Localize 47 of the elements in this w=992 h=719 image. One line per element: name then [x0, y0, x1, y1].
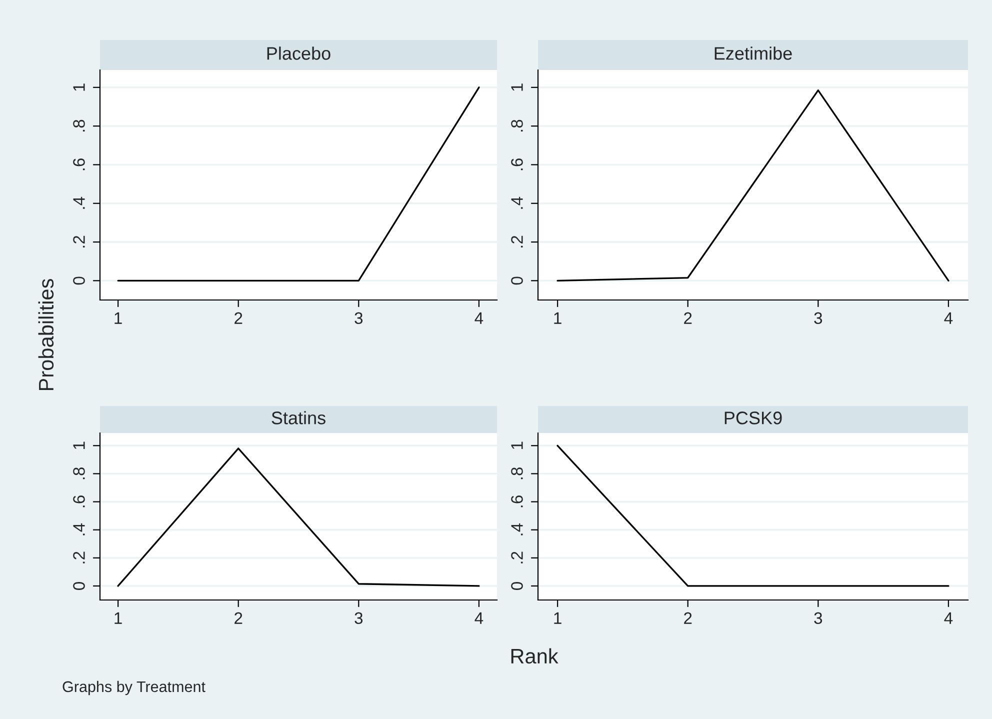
y-tick-label: 0 [511, 276, 523, 285]
y-tick-label: .6 [511, 158, 523, 170]
y-tick-label: .2 [511, 552, 523, 564]
y-tick-label: 1 [511, 442, 523, 449]
y-tick-label: .2 [73, 236, 85, 248]
y-tick-label: .8 [73, 467, 85, 480]
x-tick-label: 4 [944, 312, 953, 324]
chart-title: PCSK9 [724, 412, 782, 424]
x-tick-label: 2 [234, 612, 242, 624]
y-tick-label: .2 [511, 236, 523, 248]
y-tick-label: 0 [73, 582, 85, 590]
y-tick-label: .6 [73, 158, 85, 170]
y-tick-label: 0 [73, 276, 85, 285]
y-tick-label: 0 [511, 582, 523, 590]
chart-title: Placebo [267, 46, 330, 60]
x-tick-label: 2 [684, 312, 692, 324]
y-tick-label: .8 [511, 467, 523, 480]
y-tick-label: .2 [73, 552, 85, 564]
y-tick-label: .8 [73, 120, 85, 132]
x-tick-label: 1 [554, 612, 562, 624]
chart-title: Ezetimibe [714, 46, 792, 60]
x-tick-label: 3 [814, 612, 822, 624]
chart-title: Statins [272, 411, 326, 424]
y-tick-label: 1 [73, 442, 85, 449]
x-tick-label: 3 [354, 612, 363, 624]
x-tick-label: 1 [554, 312, 562, 324]
y-tick-label: .6 [511, 496, 523, 508]
x-tick-label: 2 [234, 312, 242, 324]
y-tick-label: .4 [73, 196, 85, 209]
x-tick-label: 4 [944, 612, 953, 624]
x-tick-label: 1 [114, 312, 122, 324]
x-tick-label: 2 [684, 612, 692, 624]
y-tick-label: 1 [73, 84, 85, 91]
y-axis-title: Probabilities [38, 279, 54, 390]
x-axis-title: Rank [511, 648, 558, 664]
x-tick-label: 3 [814, 312, 822, 324]
y-tick-label: .4 [73, 523, 85, 536]
text: Graphs by Treatment [62, 680, 206, 696]
x-tick-label: 3 [354, 312, 363, 324]
x-tick-label: 4 [474, 312, 484, 324]
x-tick-label: 4 [474, 612, 484, 624]
y-tick-label: .4 [511, 196, 523, 209]
y-tick-label: .4 [511, 523, 523, 536]
y-tick-label: .8 [511, 120, 523, 132]
y-tick-label: 1 [511, 84, 523, 91]
x-tick-label: 1 [114, 612, 122, 624]
y-tick-label: .6 [73, 496, 85, 508]
